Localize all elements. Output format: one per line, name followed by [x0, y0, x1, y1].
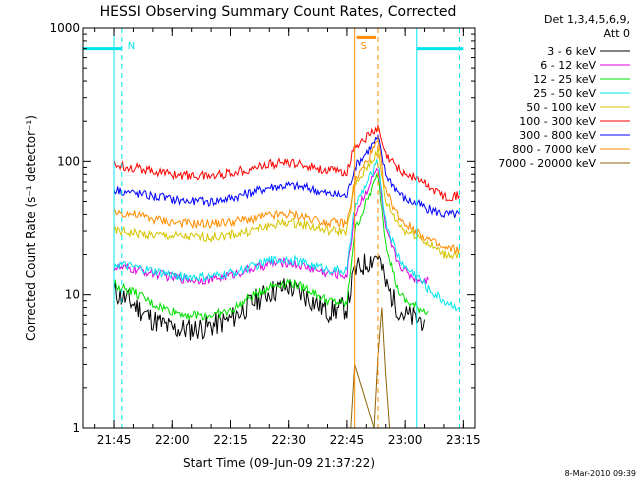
x-tick-label-4: 22:45 — [330, 433, 365, 447]
annotation-n: N — [128, 41, 135, 52]
legend-label-4: 50 - 100 keV — [526, 101, 596, 114]
y-axis-label: Corrected Count Rate (s⁻¹ detector⁻¹) — [24, 115, 38, 341]
timestamp-footer: 8-Mar-2010 09:39 — [565, 469, 636, 478]
legend-header-1: Att 0 — [604, 27, 630, 40]
series-line-2 — [113, 172, 429, 321]
legend-label-8: 7000 - 20000 keV — [498, 157, 596, 170]
series-line-8 — [350, 307, 391, 429]
legend-label-0: 3 - 6 keV — [547, 45, 596, 58]
x-tick-label-1: 22:00 — [155, 433, 190, 447]
series-line-1 — [113, 167, 429, 285]
series-line-0 — [113, 253, 425, 341]
y-tick-label-1: 10 — [65, 288, 80, 302]
x-tick-label-6: 23:15 — [446, 433, 481, 447]
legend-label-7: 800 - 7000 keV — [512, 143, 596, 156]
legend-label-3: 25 - 50 keV — [533, 87, 596, 100]
y-tick-label-3: 1000 — [49, 21, 80, 35]
chart-title: HESSI Observing Summary Count Rates, Cor… — [100, 4, 457, 20]
series-line-4 — [113, 146, 460, 260]
series-line-6 — [113, 133, 460, 219]
series-line-7 — [113, 139, 460, 255]
x-axis-label: Start Time (09-Jun-09 21:37:22) — [183, 456, 375, 470]
legend-label-1: 6 - 12 keV — [540, 59, 596, 72]
night-periods — [83, 35, 464, 51]
series-layer — [113, 123, 460, 429]
legend-label-5: 100 - 300 keV — [519, 115, 596, 128]
x-tick-label-5: 23:00 — [388, 433, 423, 447]
x-tick-label-2: 22:15 — [213, 433, 248, 447]
x-axis: 21:45 22:00 22:15 22:30 22:45 23:00 23:15 — [94, 28, 481, 447]
annotation-s: S — [361, 41, 367, 52]
y-tick-label-0: 1 — [72, 421, 80, 435]
y-tick-label-2: 100 — [57, 154, 80, 168]
x-tick-label-3: 22:30 — [271, 433, 306, 447]
series-line-3 — [113, 159, 460, 312]
series-line-5 — [113, 123, 460, 202]
x-tick-label-0: 21:45 — [97, 433, 132, 447]
legend-label-2: 12 - 25 keV — [533, 73, 596, 86]
legend-header-0: Det 1,3,4,5,6,9, — [544, 13, 630, 26]
plot-frame — [82, 27, 476, 429]
legend-label-6: 300 - 800 keV — [519, 129, 596, 142]
y-axis: 1 10 100 1000 — [49, 21, 475, 435]
